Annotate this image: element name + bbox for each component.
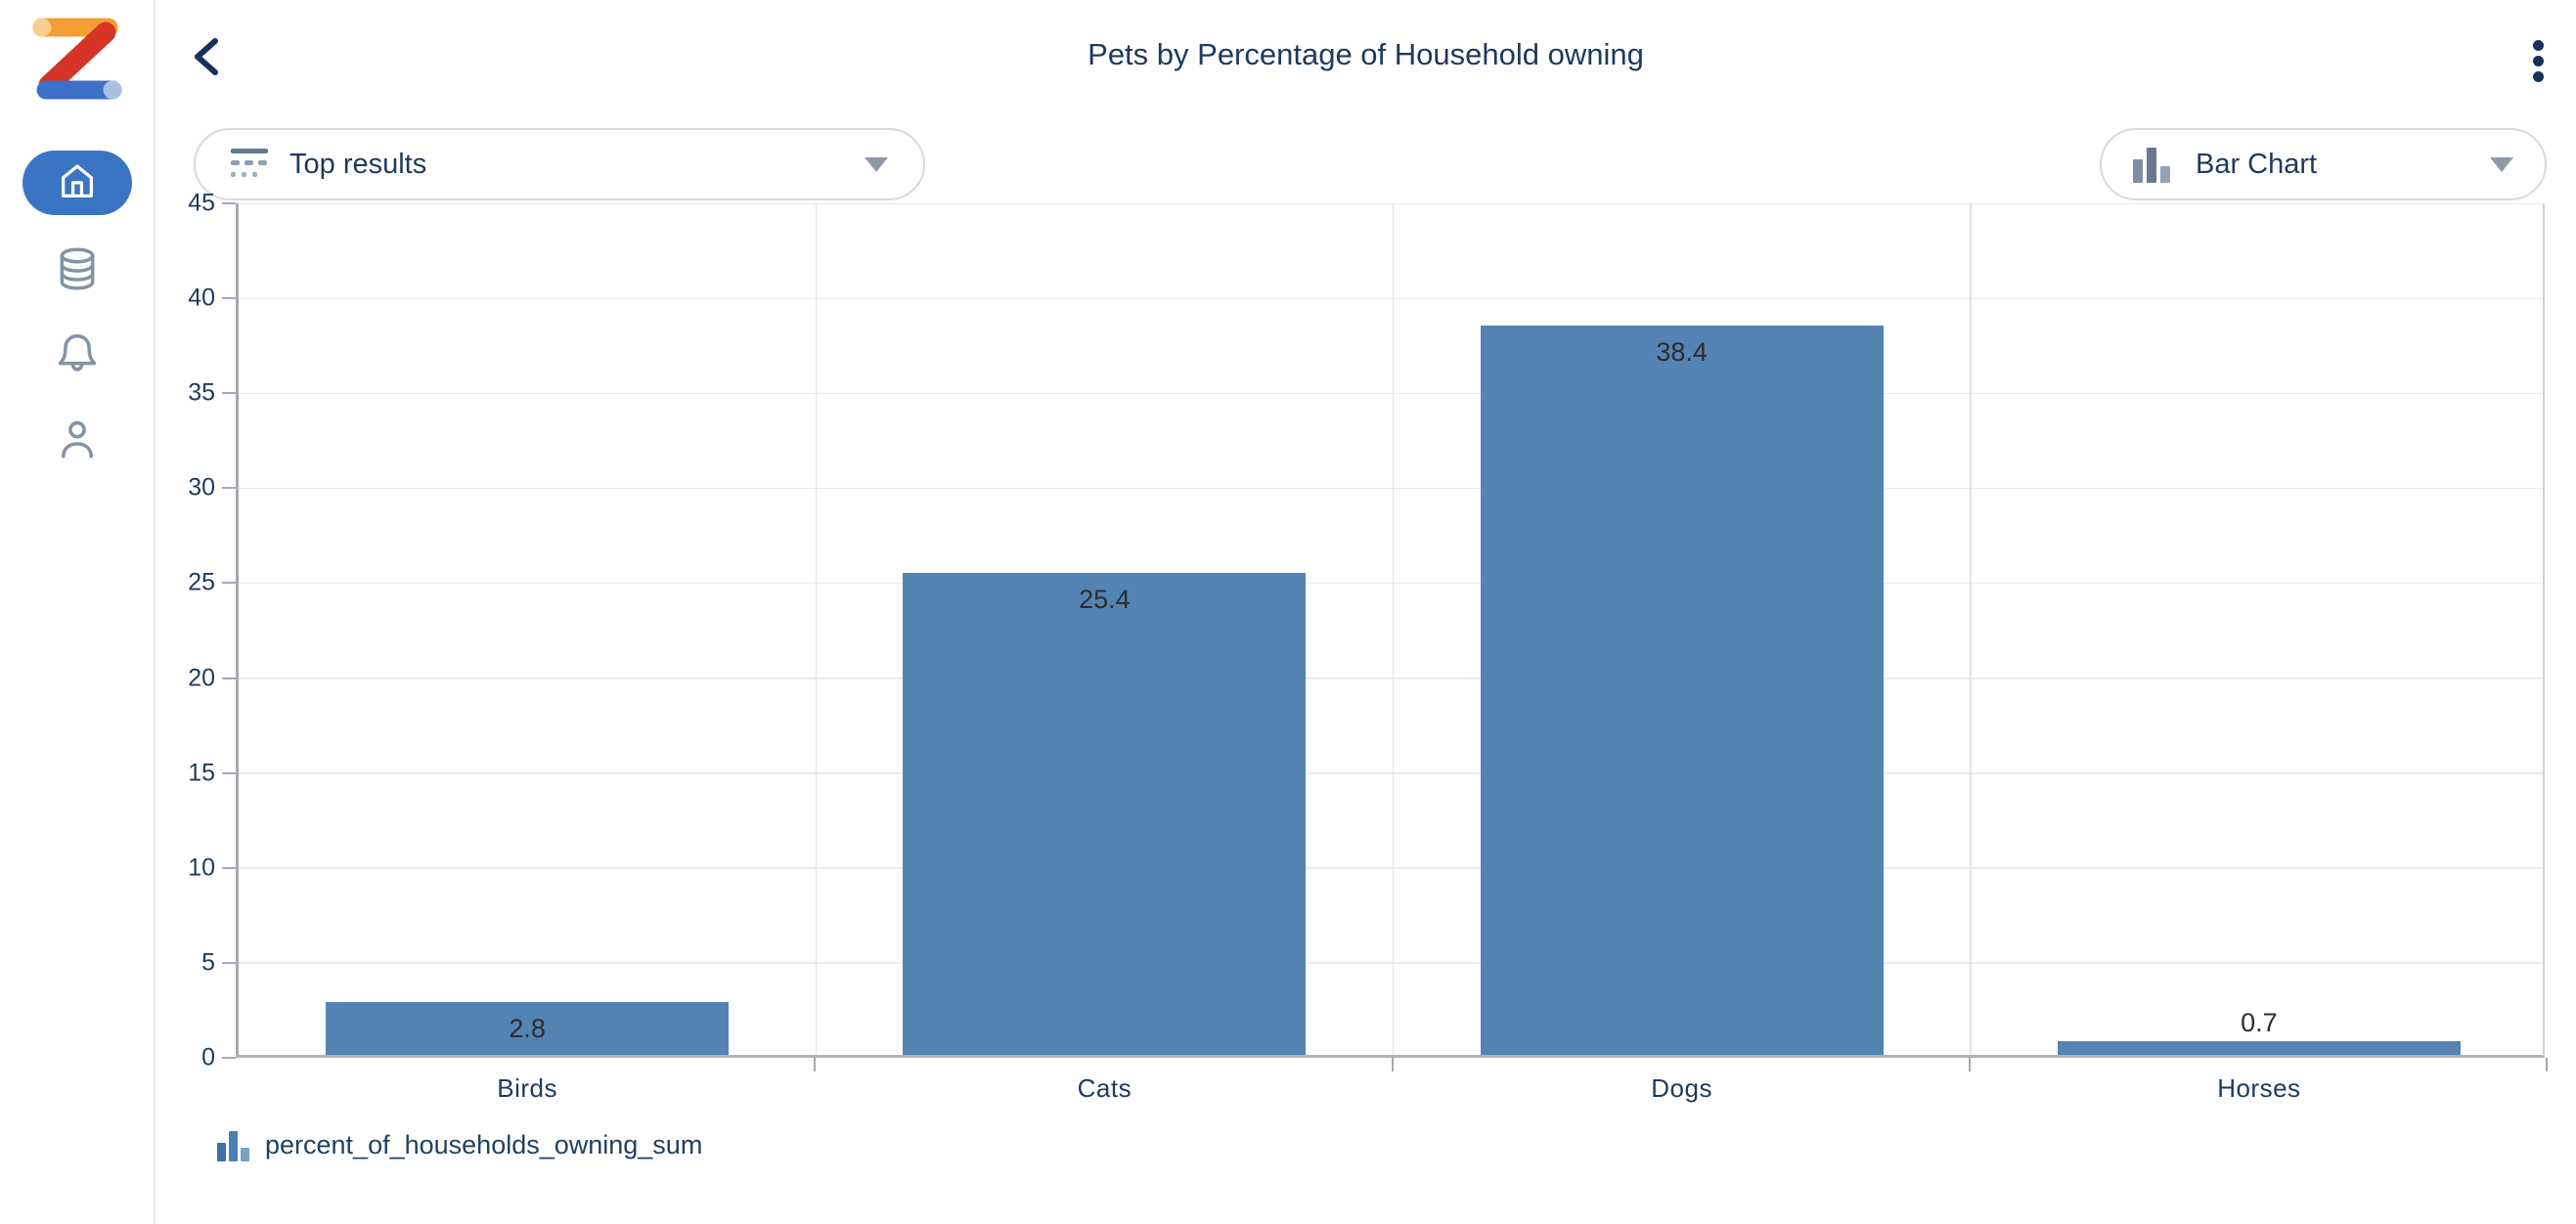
bar-value-label: 0.7 — [2241, 1008, 2278, 1038]
y-axis-label: 45 — [188, 189, 215, 217]
y-axis-tick — [222, 582, 236, 585]
y-axis-label: 35 — [188, 378, 215, 407]
sidebar — [0, 0, 155, 1224]
bar-value-label: 25.4 — [1079, 584, 1131, 614]
y-axis-tick — [222, 677, 236, 679]
y-axis-label: 5 — [201, 948, 215, 977]
zing-logo[interactable] — [26, 16, 128, 102]
chevron-down-icon — [865, 156, 888, 172]
y-axis-tick — [222, 866, 236, 869]
bar-horses[interactable] — [2057, 1041, 2461, 1055]
y-axis-label: 20 — [188, 664, 215, 692]
gridline-horizontal — [239, 582, 2543, 585]
sidebar-item-home[interactable] — [0, 151, 154, 215]
x-axis-tick — [814, 1058, 817, 1071]
gridline-horizontal — [239, 962, 2543, 964]
gridline-horizontal — [239, 772, 2543, 774]
x-axis-tick — [1391, 1058, 1394, 1071]
gridline-horizontal — [239, 487, 2543, 490]
y-axis-label: 0 — [201, 1043, 215, 1071]
y-axis-label: 40 — [188, 284, 215, 312]
y-axis-label: 30 — [188, 473, 215, 502]
home-icon — [55, 158, 100, 208]
person-icon — [53, 415, 102, 468]
category-separator — [1970, 203, 1972, 1055]
gridline-horizontal — [239, 392, 2543, 395]
y-axis-tick — [222, 1057, 236, 1059]
chevron-down-icon — [2490, 156, 2513, 172]
y-axis-tick — [222, 771, 236, 774]
gridline-horizontal — [239, 867, 2543, 869]
kebab-dot — [2532, 39, 2544, 51]
plot-area: 0 5 10 15 20 25 30 35 40 45 2.8 Birds 25.4 Cats 38.4 Do… — [188, 190, 2548, 1103]
gridline-horizontal — [239, 202, 2543, 204]
x-axis-label: Cats — [1077, 1073, 1133, 1103]
bar-cats[interactable] — [903, 572, 1307, 1055]
y-axis-tick — [222, 961, 236, 964]
y-axis-label: 10 — [188, 853, 215, 882]
x-axis-label: Birds — [497, 1073, 557, 1103]
category-separator — [1392, 203, 1395, 1055]
page-title: Pets by Percentage of Household owning — [1088, 37, 1644, 71]
x-axis-label: Horses — [2217, 1073, 2301, 1103]
sidebar-item-notifications[interactable] — [0, 329, 154, 383]
top-results-dropdown[interactable]: Top results — [194, 128, 925, 200]
top-results-label: Top results — [289, 148, 427, 180]
database-icon — [53, 244, 102, 298]
chart-type-label: Bar Chart — [2196, 148, 2318, 180]
y-axis-label: 25 — [188, 568, 215, 596]
bell-icon — [53, 329, 102, 383]
sidebar-item-data-sources[interactable] — [0, 244, 154, 298]
y-axis-tick — [222, 392, 236, 395]
chart-legend[interactable]: percent_of_households_owning_sum — [217, 1128, 702, 1161]
bar-chart-icon — [2133, 146, 2170, 183]
bar-value-label: 38.4 — [1656, 337, 1708, 368]
y-axis-tick — [222, 202, 236, 204]
y-axis-tick — [222, 297, 236, 300]
chart-type-dropdown[interactable]: Bar Chart — [2100, 128, 2547, 200]
top-results-icon — [231, 149, 268, 180]
y-axis-tick — [222, 487, 236, 490]
x-axis-tick — [2546, 1058, 2548, 1071]
x-axis-label: Dogs — [1651, 1073, 1712, 1103]
back-button[interactable] — [188, 35, 231, 78]
legend-bar-chart-icon — [217, 1128, 249, 1161]
gridline-horizontal — [239, 297, 2543, 300]
kebab-dot — [2532, 70, 2544, 82]
kebab-dot — [2532, 55, 2544, 66]
legend-series-label: percent_of_households_owning_sum — [265, 1129, 703, 1159]
kebab-menu-button[interactable] — [2524, 33, 2552, 88]
y-axis-label: 15 — [188, 759, 215, 787]
x-axis-tick — [1968, 1058, 1971, 1071]
category-separator — [815, 203, 817, 1055]
bar-dogs[interactable] — [1480, 326, 1884, 1055]
active-nav-pill — [22, 151, 132, 215]
sidebar-item-profile[interactable] — [0, 415, 154, 468]
bar-value-label: 2.8 — [509, 1013, 546, 1043]
gridline-horizontal — [239, 678, 2543, 679]
bar-birds[interactable] — [326, 1001, 730, 1055]
